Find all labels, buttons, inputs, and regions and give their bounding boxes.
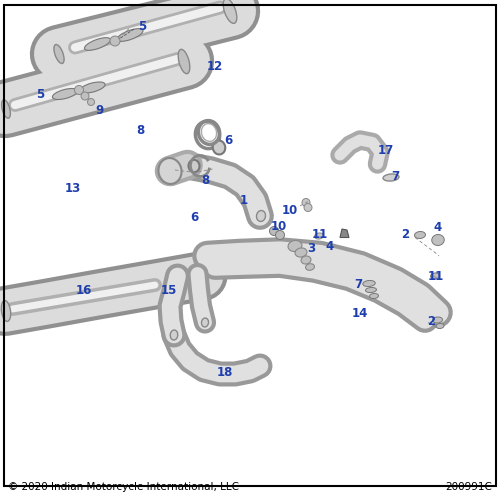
Ellipse shape [432, 317, 442, 323]
Text: 10: 10 [282, 204, 298, 218]
Ellipse shape [256, 210, 266, 222]
Circle shape [110, 36, 120, 46]
Ellipse shape [188, 160, 200, 172]
Text: 2: 2 [427, 315, 435, 328]
Ellipse shape [366, 288, 376, 292]
Ellipse shape [436, 324, 444, 328]
Text: 4: 4 [434, 221, 442, 234]
Text: 3: 3 [307, 242, 315, 255]
Polygon shape [340, 229, 349, 237]
Text: 2: 2 [401, 228, 409, 241]
Ellipse shape [2, 100, 11, 118]
Circle shape [302, 198, 310, 206]
Text: 12: 12 [207, 60, 223, 72]
Ellipse shape [432, 234, 444, 246]
Ellipse shape [288, 240, 302, 252]
Text: 5: 5 [36, 88, 44, 102]
Ellipse shape [223, 0, 237, 24]
Ellipse shape [301, 256, 311, 264]
Text: 1: 1 [240, 194, 248, 206]
Ellipse shape [158, 158, 182, 184]
Text: 11: 11 [428, 270, 444, 282]
Ellipse shape [117, 28, 143, 42]
Text: 9: 9 [96, 104, 104, 118]
Ellipse shape [383, 174, 399, 181]
Text: © 2020 Indian Motorcycle International, LLC: © 2020 Indian Motorcycle International, … [8, 482, 238, 492]
Text: 10: 10 [271, 220, 287, 232]
Ellipse shape [363, 280, 375, 286]
Circle shape [88, 98, 94, 105]
Ellipse shape [178, 50, 190, 74]
Ellipse shape [54, 44, 64, 64]
Circle shape [74, 86, 84, 94]
Ellipse shape [314, 233, 324, 239]
Text: 15: 15 [161, 284, 177, 298]
Ellipse shape [80, 82, 105, 93]
Circle shape [304, 204, 312, 212]
Ellipse shape [84, 38, 110, 51]
Text: 4: 4 [326, 240, 334, 252]
Text: 7: 7 [391, 170, 399, 182]
Circle shape [81, 92, 89, 100]
Ellipse shape [2, 300, 11, 322]
Circle shape [276, 230, 284, 239]
Text: 8: 8 [201, 174, 209, 188]
Ellipse shape [414, 232, 426, 238]
Text: 6: 6 [224, 134, 232, 147]
Ellipse shape [170, 330, 178, 340]
Circle shape [270, 226, 278, 235]
Ellipse shape [202, 318, 208, 327]
Ellipse shape [430, 273, 440, 279]
Ellipse shape [295, 248, 307, 257]
Text: 8: 8 [136, 124, 144, 136]
Text: 200991C: 200991C [446, 482, 492, 492]
Text: 13: 13 [64, 182, 80, 196]
Text: 7: 7 [354, 278, 362, 290]
Ellipse shape [306, 264, 314, 270]
Text: 14: 14 [352, 307, 368, 320]
Text: 6: 6 [190, 211, 198, 224]
Text: 18: 18 [217, 366, 233, 379]
Ellipse shape [370, 294, 378, 298]
Text: 16: 16 [76, 284, 92, 298]
Text: 5: 5 [138, 20, 146, 34]
Ellipse shape [212, 140, 226, 154]
Text: 11: 11 [312, 228, 328, 241]
Text: 17: 17 [378, 144, 394, 156]
Ellipse shape [52, 88, 78, 100]
